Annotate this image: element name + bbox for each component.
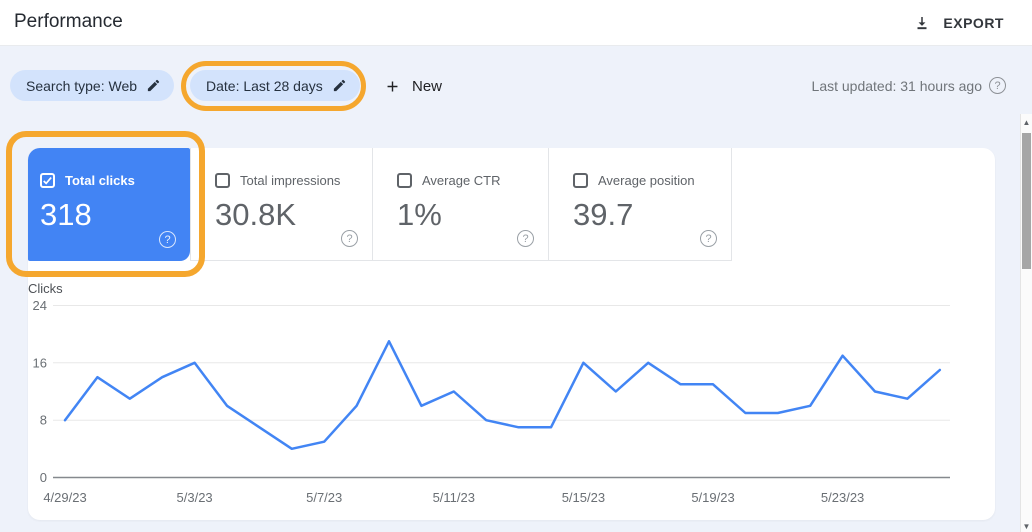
tab-average-position[interactable]: Average position 39.7 ? xyxy=(548,148,732,261)
scrollbar-thumb[interactable] xyxy=(1022,133,1031,269)
svg-text:16: 16 xyxy=(33,355,47,370)
svg-text:24: 24 xyxy=(33,298,47,313)
new-button-label: New xyxy=(412,77,443,95)
svg-text:5/19/23: 5/19/23 xyxy=(691,490,734,505)
svg-text:5/23/23: 5/23/23 xyxy=(821,490,864,505)
help-icon[interactable]: ? xyxy=(700,230,717,247)
scroll-down-icon[interactable]: ▼ xyxy=(1022,522,1031,531)
checkbox-unchecked-icon[interactable] xyxy=(215,173,230,188)
header: Performance EXPORT xyxy=(0,0,1032,46)
vertical-scrollbar[interactable]: ▲ ▼ xyxy=(1020,114,1032,532)
clicks-line-chart: 0 8 16 24 Clicks 4/29/23 5/3/23 5/7/23 5/11/23 5/… xyxy=(28,281,950,505)
metric-value: 1% xyxy=(397,197,442,232)
tab-label: Total impressions xyxy=(240,173,341,188)
scroll-up-icon[interactable]: ▲ xyxy=(1022,118,1031,127)
svg-text:5/3/23: 5/3/23 xyxy=(177,490,213,505)
tab-label: Average CTR xyxy=(422,173,501,188)
tab-label: Average position xyxy=(598,173,695,188)
last-updated-text: Last updated: 31 hours ago xyxy=(811,77,982,94)
page-title: Performance xyxy=(14,11,123,32)
help-icon[interactable]: ? xyxy=(989,77,1006,94)
last-updated: Last updated: 31 hours ago ? xyxy=(812,77,1006,94)
metric-value: 318 xyxy=(40,197,92,232)
metric-tabs: Total clicks 318 ? Total impressions 30.… xyxy=(28,148,995,261)
svg-text:Clicks: Clicks xyxy=(28,281,63,296)
performance-card: Total clicks 318 ? Total impressions 30.… xyxy=(28,148,995,520)
search-type-chip-label: Search type: Web xyxy=(26,77,138,94)
edit-pencil-icon xyxy=(332,78,347,93)
metric-value: 30.8K xyxy=(215,197,297,232)
svg-text:0: 0 xyxy=(40,470,47,485)
new-filter-button[interactable]: New xyxy=(384,71,442,101)
svg-text:5/7/23: 5/7/23 xyxy=(306,490,342,505)
edit-pencil-icon xyxy=(146,78,161,93)
help-icon[interactable]: ? xyxy=(159,231,176,248)
tab-label: Total clicks xyxy=(65,173,135,188)
date-filter-chip[interactable]: Date: Last 28 days xyxy=(190,70,360,101)
tab-average-ctr[interactable]: Average CTR 1% ? xyxy=(372,148,548,261)
plus-icon xyxy=(384,78,401,95)
checkbox-checked-icon[interactable] xyxy=(40,173,55,188)
checkbox-unchecked-icon[interactable] xyxy=(397,173,412,188)
download-icon xyxy=(913,14,931,32)
help-icon[interactable]: ? xyxy=(517,230,534,247)
help-icon[interactable]: ? xyxy=(341,230,358,247)
metric-value: 39.7 xyxy=(573,197,634,232)
checkbox-unchecked-icon[interactable] xyxy=(573,173,588,188)
tab-total-clicks[interactable]: Total clicks 318 ? xyxy=(28,148,190,261)
svg-text:8: 8 xyxy=(40,413,47,428)
svg-text:5/15/23: 5/15/23 xyxy=(562,490,605,505)
svg-text:5/11/23: 5/11/23 xyxy=(433,490,475,505)
export-button[interactable]: EXPORT xyxy=(913,8,1004,38)
date-filter-chip-label: Date: Last 28 days xyxy=(206,77,323,94)
tab-total-impressions[interactable]: Total impressions 30.8K ? xyxy=(190,148,372,261)
search-type-chip[interactable]: Search type: Web xyxy=(10,70,175,101)
export-label: EXPORT xyxy=(943,15,1004,31)
svg-text:4/29/23: 4/29/23 xyxy=(43,490,86,505)
